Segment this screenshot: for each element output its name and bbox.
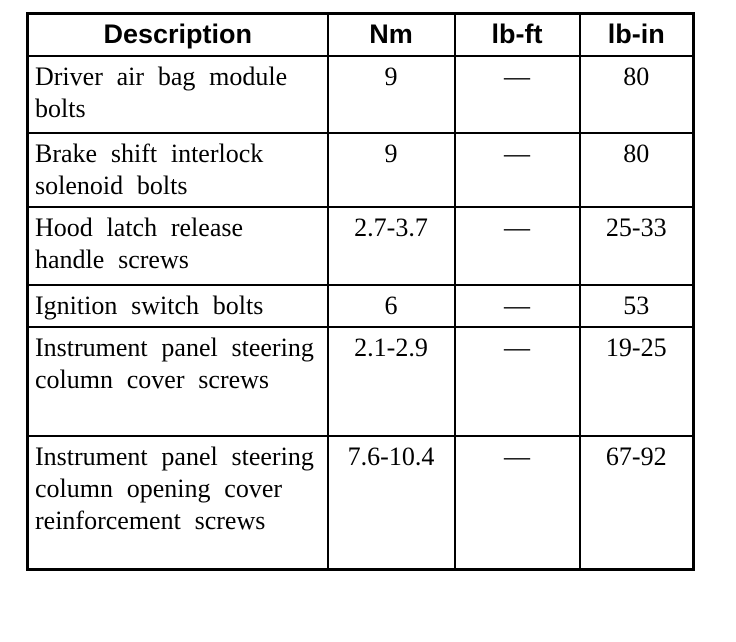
table-header-row: Description Nm lb-ft lb-in [26,12,695,57]
cell-lb-in: 53 [578,283,695,328]
table-row: Instrument panel steering column cover s… [26,325,695,437]
torque-spec-table: Description Nm lb-ft lb-in Driver air ba… [26,12,695,571]
cell-nm: 2.1-2.9 [326,325,456,437]
table-row: Instrument panel steering column opening… [26,434,695,571]
table-row: Hood latch release handle screws 2.7-3.7… [26,205,695,286]
table-row: Brake shift interlock solenoid bolts 9 —… [26,131,695,208]
column-header-description: Description [26,12,329,57]
cell-lb-in: 67-92 [578,434,695,571]
cell-nm: 7.6-10.4 [326,434,456,571]
cell-lb-in: 25-33 [578,205,695,286]
cell-lb-ft: — [453,205,581,286]
cell-lb-ft: — [453,131,581,208]
column-header-lb-in: lb-in [578,12,695,57]
cell-lb-ft: — [453,54,581,134]
table-row: Ignition switch bolts 6 — 53 [26,283,695,328]
cell-nm: 2.7-3.7 [326,205,456,286]
table-row: Driver air bag module bolts 9 — 80 [26,54,695,134]
column-header-nm: Nm [326,12,456,57]
column-header-lb-ft: lb-ft [453,12,581,57]
cell-lb-in: 80 [578,131,695,208]
cell-description: Instrument panel steering column opening… [26,434,329,571]
cell-lb-ft: — [453,283,581,328]
cell-lb-ft: — [453,434,581,571]
cell-lb-in: 80 [578,54,695,134]
cell-description: Brake shift interlock solenoid bolts [26,131,329,208]
cell-nm: 9 [326,54,456,134]
cell-description: Ignition switch bolts [26,283,329,328]
cell-lb-in: 19-25 [578,325,695,437]
cell-nm: 9 [326,131,456,208]
cell-lb-ft: — [453,325,581,437]
cell-description: Driver air bag module bolts [26,54,329,134]
cell-nm: 6 [326,283,456,328]
cell-description: Hood latch release handle screws [26,205,329,286]
cell-description: Instrument panel steering column cover s… [26,325,329,437]
